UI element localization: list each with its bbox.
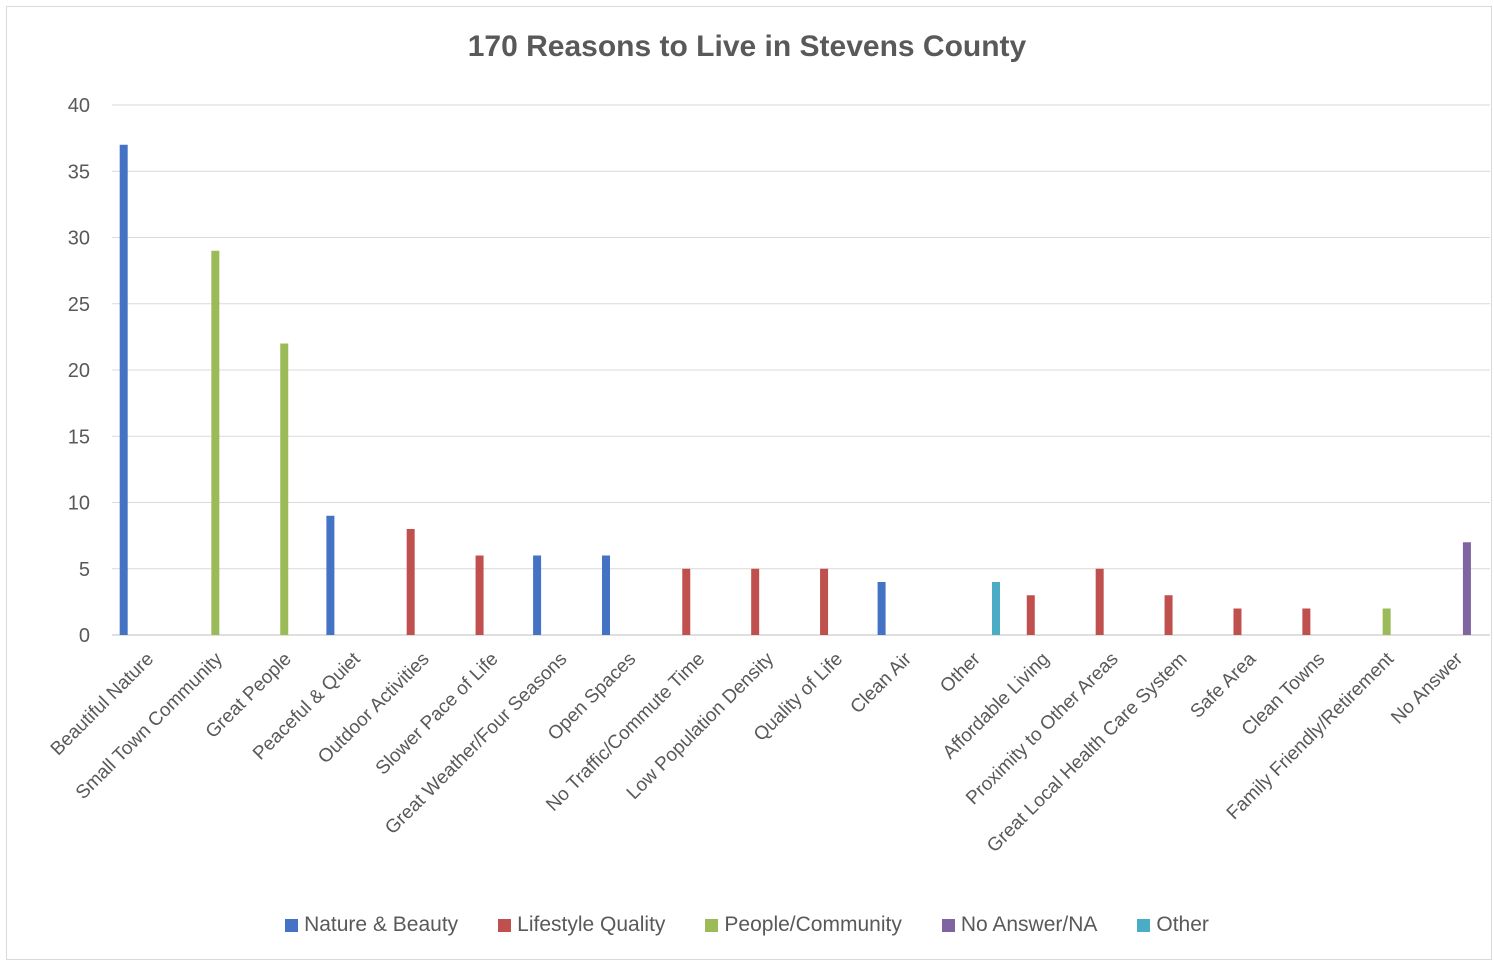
x-tick-label: Other — [936, 648, 985, 697]
y-tick-label: 30 — [68, 228, 90, 250]
chart-frame — [6, 6, 1492, 960]
y-tick-label: 0 — [79, 625, 90, 647]
bar — [820, 568, 829, 635]
bar — [1382, 608, 1391, 635]
legend-label: No Answer/NA — [960, 913, 1098, 936]
bar — [280, 343, 289, 635]
gridlines — [112, 104, 1490, 636]
bar — [1026, 595, 1035, 635]
y-tick-label: 20 — [68, 360, 90, 382]
y-tick-label: 5 — [79, 559, 90, 581]
bar — [1095, 568, 1104, 635]
bar — [877, 582, 886, 635]
y-axis-ticks: 0 5 10 15 20 25 30 35 40 — [68, 95, 90, 647]
bar — [326, 515, 335, 635]
bar — [533, 555, 542, 635]
legend-item: Nature & Beauty — [285, 913, 458, 937]
legend-swatch — [285, 918, 299, 932]
legend-swatch — [1137, 918, 1151, 932]
legend-label: People/Community — [724, 913, 902, 936]
x-tick-label: Slower Pace of Life — [372, 649, 503, 780]
bar — [1233, 608, 1242, 635]
bar — [1164, 595, 1173, 635]
y-tick-label: 25 — [68, 294, 90, 316]
bar — [682, 568, 691, 635]
chart-title: 170 Reasons to Live in Stevens County — [467, 30, 1027, 63]
y-tick-label: 40 — [68, 95, 90, 117]
legend-label: Nature & Beauty — [304, 913, 459, 936]
legend-item: Other — [1137, 913, 1209, 937]
legend-label: Other — [1156, 913, 1209, 936]
bar — [751, 568, 760, 635]
legend-swatch — [705, 918, 719, 932]
x-tick-label: No Answer — [1387, 648, 1467, 728]
x-tick-label: Clean Air — [847, 648, 917, 718]
legend-label: Lifestyle Quality — [517, 913, 666, 936]
bar — [992, 582, 1001, 635]
bars — [119, 144, 1471, 635]
legend-item: Lifestyle Quality — [498, 913, 665, 937]
y-tick-label: 35 — [68, 161, 90, 183]
legend-item: People/Community — [705, 913, 902, 937]
bar — [119, 144, 128, 635]
legend-item: No Answer/NA — [941, 913, 1098, 937]
y-tick-label: 10 — [68, 493, 90, 515]
x-tick-label: Safe Area — [1187, 648, 1261, 722]
bar — [406, 529, 415, 635]
bar — [211, 250, 220, 635]
legend: Nature & Beauty Lifestyle Quality People/C… — [0, 913, 1494, 937]
bar — [475, 555, 484, 635]
legend-swatch — [941, 918, 955, 932]
bar — [601, 555, 610, 635]
legend-swatch — [498, 918, 512, 932]
bar — [1462, 542, 1471, 635]
y-tick-label: 15 — [68, 426, 90, 448]
bar — [1302, 608, 1311, 635]
